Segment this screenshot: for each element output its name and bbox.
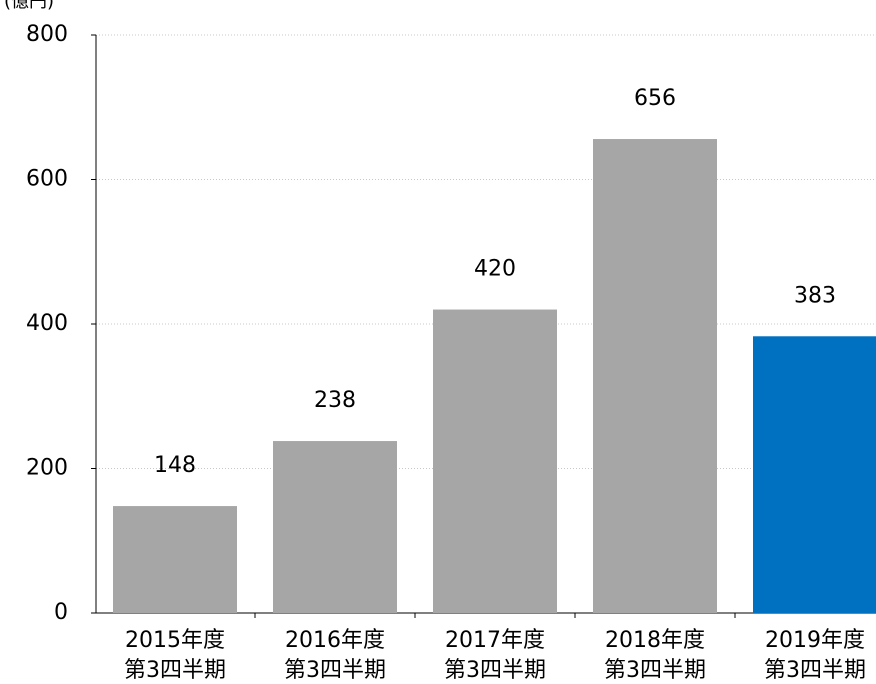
x-tick-label: 第3四半期: [604, 658, 706, 683]
y-axis-label: (億円): [4, 0, 54, 12]
x-tick-label: 第3四半期: [284, 658, 386, 683]
y-tick-label: 400: [26, 311, 68, 336]
bar: [593, 139, 717, 614]
x-tick-label: 第3四半期: [764, 658, 866, 683]
value-label: 148: [154, 453, 196, 478]
x-tick-label: 2019年度: [765, 628, 865, 653]
y-tick-label: 0: [54, 600, 68, 625]
bar: [753, 336, 876, 613]
y-tick-label: 800: [26, 22, 68, 47]
x-tick-label: 2018年度: [605, 628, 705, 653]
value-label: 238: [314, 388, 356, 413]
x-tick-label: 2017年度: [445, 628, 545, 653]
x-tick-label: 2015年度: [125, 628, 225, 653]
value-label: 383: [794, 283, 836, 308]
x-tick-label: 第3四半期: [444, 658, 546, 683]
y-tick-label: 200: [26, 456, 68, 481]
value-label: 420: [474, 257, 516, 282]
y-tick-label: 600: [26, 167, 68, 192]
bar: [113, 506, 237, 613]
x-tick-label: 2016年度: [285, 628, 385, 653]
value-label: 656: [634, 86, 676, 111]
bar: [273, 441, 397, 613]
bar: [433, 309, 557, 613]
x-tick-label: 第3四半期: [124, 658, 226, 683]
